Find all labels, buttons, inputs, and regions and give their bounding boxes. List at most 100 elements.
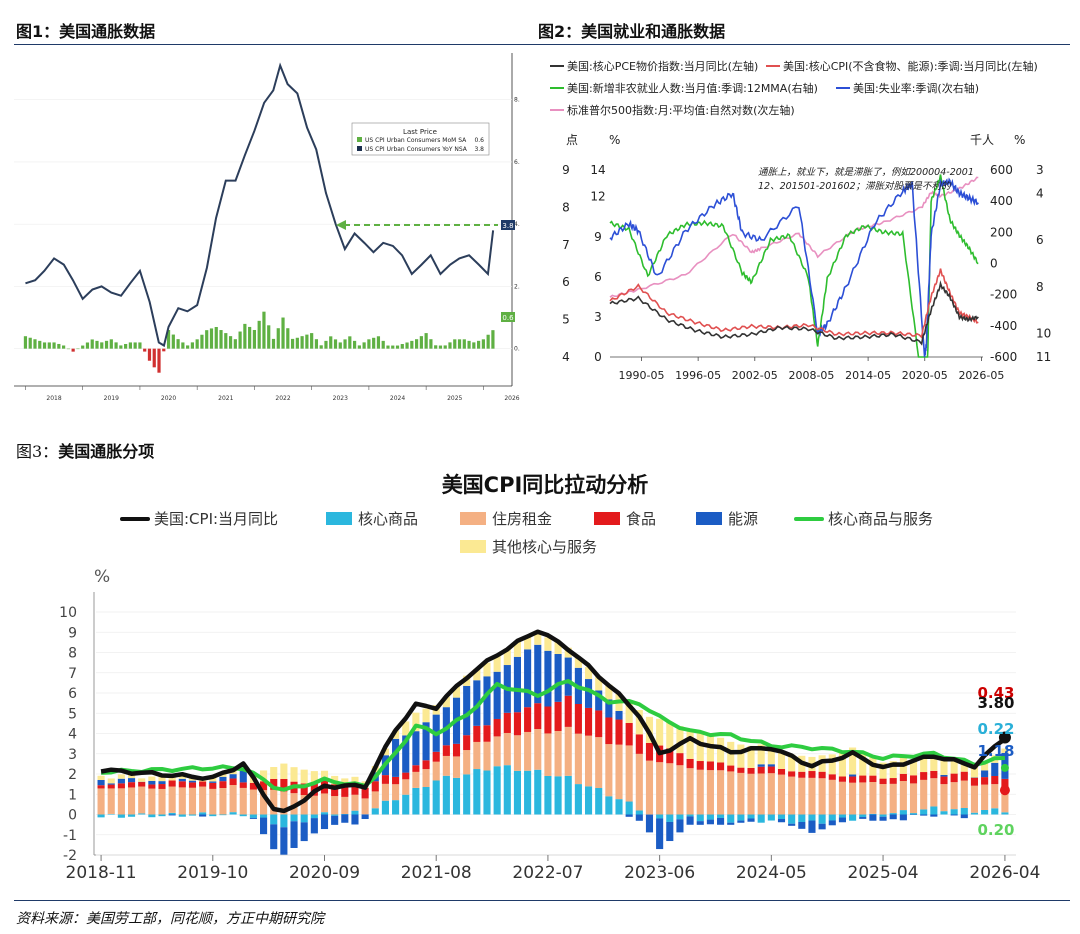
fig3-bar-segment — [351, 814, 359, 825]
fig3-bar-segment — [717, 737, 725, 763]
fig3-bar-segment — [950, 814, 958, 816]
fig3-bar-segment — [595, 737, 603, 789]
fig1-mom-bar — [424, 333, 428, 349]
fig3-bar-segment — [483, 725, 491, 742]
figure1-header: 图1：美国通胀数据 — [16, 22, 156, 41]
fig3-bar-segment — [788, 771, 796, 777]
fig3-bar-segment — [412, 731, 420, 766]
fig1-mom-bar — [419, 336, 423, 349]
fig1-mom-bar — [190, 342, 195, 349]
fig3-bar-segment — [188, 782, 197, 788]
fig3-bar-segment — [757, 773, 765, 815]
fig3-bar-segment — [544, 706, 552, 734]
fig3-legend-item: 美国:CPI:当月同比 — [120, 510, 278, 528]
fig3-end-label: 1.18 — [977, 742, 1014, 760]
fig1-mom-bar — [381, 340, 385, 349]
fig3-bar-segment — [351, 794, 359, 811]
fig3-bar-segment — [97, 775, 105, 780]
fig3-bar-segment — [564, 657, 572, 696]
fig3-bar-segment — [473, 741, 481, 770]
fig3-bar-segment — [574, 657, 582, 668]
fig3-bar-segment — [320, 814, 329, 830]
svg-text:美国:新增非农就业人数:当月值:季调:12MMA(右轴): 美国:新增非农就业人数:当月值:季调:12MMA(右轴) — [567, 81, 818, 95]
fig3-bar-segment — [331, 796, 339, 815]
fig3-core-line — [101, 679, 1005, 792]
fig2-unit-far-left: 点 — [566, 133, 578, 147]
fig3-bar-segment — [991, 784, 999, 809]
svg-text:住房租金: 住房租金 — [492, 510, 552, 528]
fig1-mom-bar — [114, 342, 118, 349]
fig3-bar-segment — [544, 733, 552, 776]
svg-text:美国:核心CPI(不含食物、能源):季调:当月同比(左轴): 美国:核心CPI(不含食物、能源):季调:当月同比(左轴) — [783, 59, 1038, 73]
fig1-x-tick: 2023 — [333, 395, 348, 402]
fig2-x-tick: 2014-05 — [845, 369, 891, 382]
fig3-bar-segment — [737, 820, 745, 823]
fig3-y-tick: 5 — [68, 706, 77, 722]
fig3-bar-segment — [473, 769, 481, 815]
fig3-y-tick: -1 — [63, 828, 77, 844]
fig1-mom-bar — [71, 348, 75, 352]
fig3-bar-segment — [310, 818, 318, 834]
fig1-y-tick: 0.0 — [514, 346, 520, 353]
fig3-bar-segment — [899, 814, 907, 821]
fig3-bar-segment — [239, 787, 247, 815]
fig1-mom-bar — [33, 339, 37, 349]
fig3-bar-segment — [534, 644, 542, 704]
fig1-mom-bar — [367, 339, 371, 349]
fig3-bar-segment — [859, 782, 867, 815]
fig3-bar-segment — [960, 780, 968, 809]
fig1-mom-bar — [233, 339, 237, 349]
fig3-bar-segment — [534, 630, 542, 645]
fig3-bar-segment — [452, 777, 461, 815]
fig1-mom-bar — [429, 339, 433, 349]
fig3-bar-segment — [209, 788, 217, 815]
fig3-bar-segment — [635, 710, 643, 735]
fig3-bar-segment — [828, 779, 836, 815]
fig3-bar-segment — [838, 781, 846, 815]
fig3-bar-segment — [696, 732, 704, 762]
fig3-bar-segment — [788, 776, 796, 815]
fig3-bar-segment — [1001, 812, 1009, 815]
fig3-bar-segment — [249, 782, 257, 790]
svg-text:食品: 食品 — [626, 510, 656, 528]
fig3-bar-segment — [392, 776, 400, 785]
fig1-mom-bar — [152, 348, 156, 368]
fig3-bar-segment — [148, 776, 156, 781]
fig3-bar-segment — [310, 814, 318, 819]
fig1-mom-bar — [176, 339, 180, 349]
fig3-legend-item: 住房租金 — [460, 510, 552, 528]
fig3-cpi-end-marker — [998, 731, 1011, 744]
fig3-x-tick: 2019-10 — [177, 863, 248, 883]
fig2-x-tick: 2008-05 — [788, 369, 834, 382]
fig3-bar-segment — [402, 779, 410, 795]
fig3-bar-segment — [381, 775, 389, 784]
fig3-bar-segment — [341, 786, 349, 797]
fig3-bar-segment — [188, 814, 197, 816]
fig3-y-tick: 9 — [68, 625, 77, 641]
fig3-legend-item: 其他核心与服务 — [460, 538, 597, 556]
fig1-y-tick: 4.0 — [514, 221, 520, 228]
fig3-bar-segment — [940, 776, 948, 785]
fig3-bar-segment — [290, 821, 298, 848]
fig2-legend-item: 美国:核心PCE物价指数:当月同比(左轴) — [550, 59, 758, 73]
fig3-bar-segment — [960, 814, 968, 819]
fig3-bar-segment — [554, 654, 562, 702]
fig3-bar-segment — [767, 773, 775, 815]
fig3-end-label: 0.43 — [977, 684, 1014, 702]
fig2-y-tick: 9 — [562, 163, 570, 177]
fig3-cpi-line — [100, 629, 1007, 814]
fig3-bar-segment — [524, 635, 532, 650]
fig3-legend-item: 能源 — [696, 510, 758, 528]
fig1-mom-bar — [462, 339, 466, 349]
fig3-y-tick: 3 — [68, 747, 77, 763]
fig3-end-label: 3.80 — [977, 694, 1014, 712]
figure3-header-row: 图3：美国通胀分项 — [16, 438, 154, 462]
fig3-legend-item: 食品 — [594, 510, 656, 528]
fig3-bar-segment — [544, 650, 552, 707]
fig3-bar-segment — [595, 788, 603, 815]
fig3-bar-segment — [818, 814, 826, 824]
fig3-bar-segment — [859, 814, 867, 818]
fig3-bar-segment — [737, 767, 745, 773]
fig3-y-tick: 10 — [59, 605, 77, 621]
fig3-bar-segment — [422, 769, 430, 788]
